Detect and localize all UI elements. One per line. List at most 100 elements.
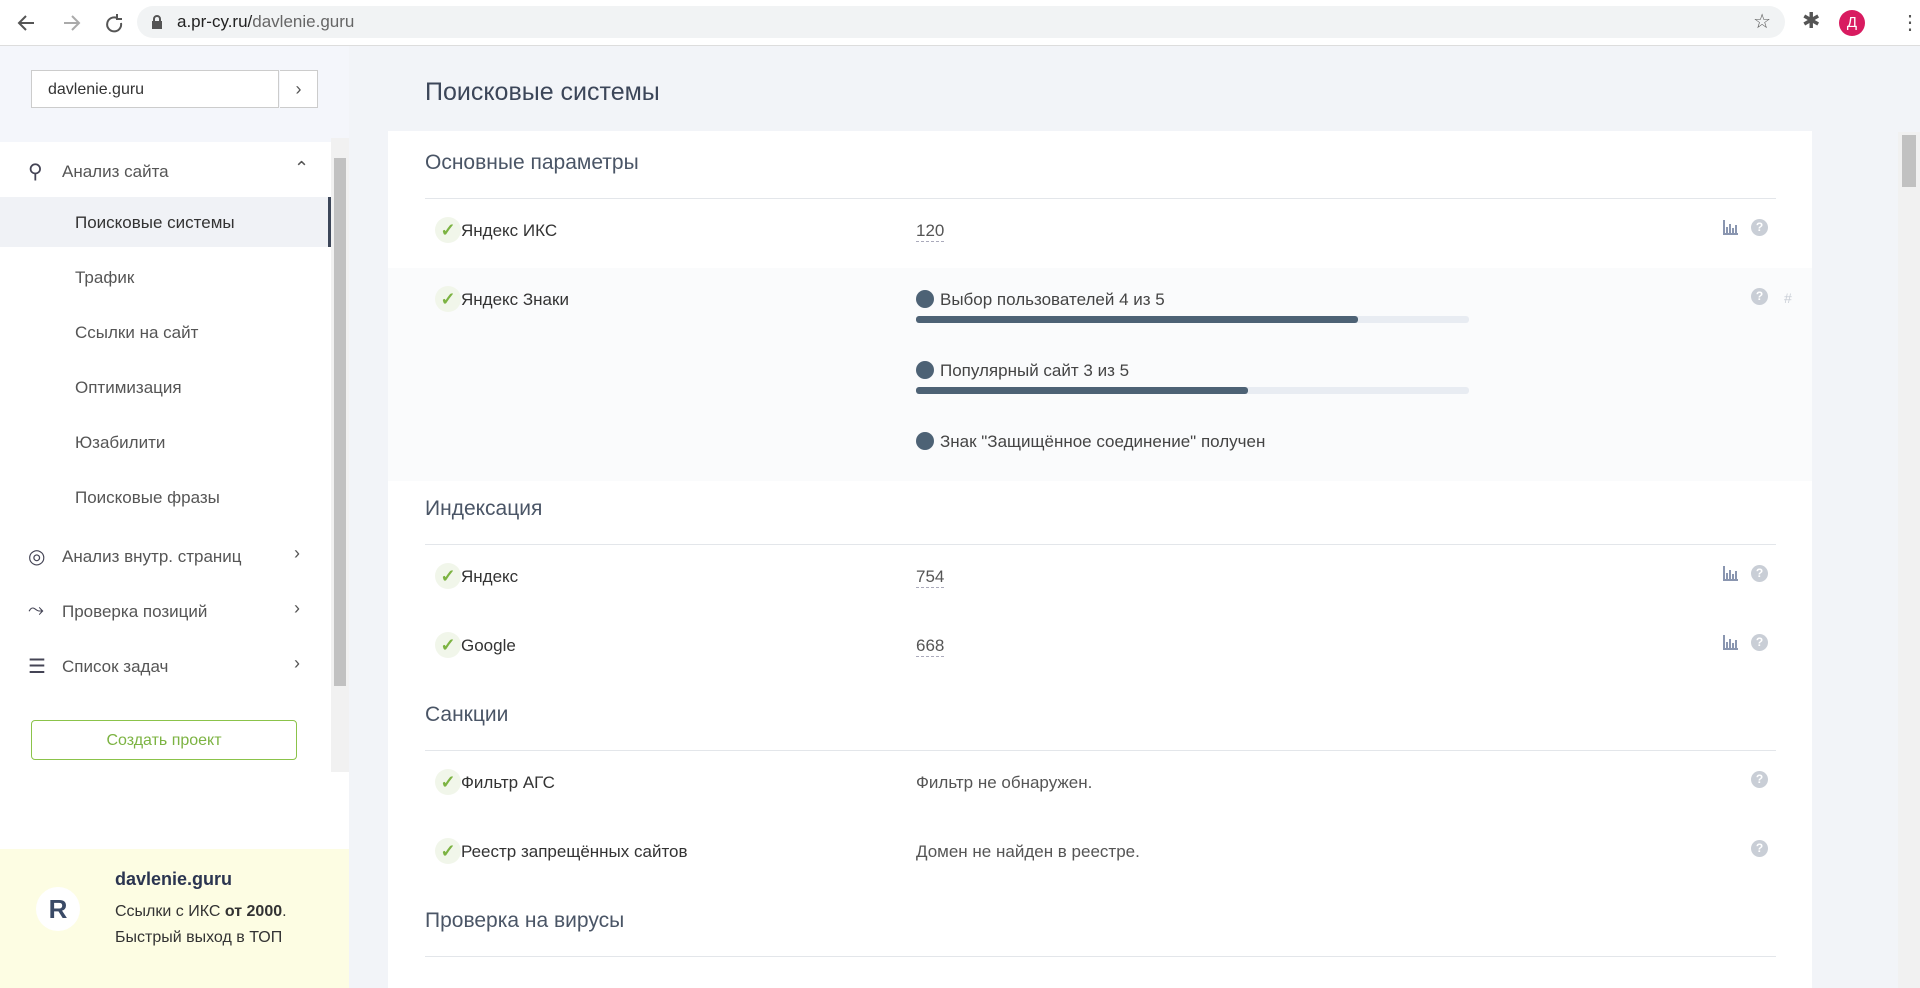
check-icon: ✓ (435, 286, 461, 312)
anchor-icon: # (1784, 290, 1792, 306)
section-title: Основные параметры (425, 151, 639, 174)
help-icon[interactable]: ? (1751, 771, 1768, 788)
row-label: Реестр запрещённых сайтов (461, 842, 688, 861)
check-icon: ✓ (435, 632, 461, 658)
menu-icon: ☰ (28, 656, 46, 678)
avatar[interactable]: Д (1839, 10, 1865, 36)
extensions-icon[interactable]: ✱ (1802, 8, 1821, 33)
row-value: Домен не найден в реестре. (916, 842, 1140, 861)
badge-label: Популярный сайт (940, 361, 1079, 380)
address-bar[interactable]: a.pr-cy.ru/davlenie.guru ☆ (137, 6, 1785, 38)
menu-item[interactable]: Анализ сайта (62, 162, 169, 181)
badge-value: 3 (1083, 361, 1093, 380)
star-icon[interactable]: ☆ (1753, 11, 1771, 33)
help-icon[interactable]: ? (1751, 219, 1768, 236)
section-title: Индексация (425, 497, 543, 520)
promo-line: Ссылки с ИКС от 2000. (115, 903, 287, 921)
row-label: Яндекс (461, 567, 519, 586)
row-value: 754 (916, 567, 945, 588)
sidebar: davlenie.guru › ⚲ Анализ сайта ⌃ Поисковые … (0, 46, 349, 988)
menu-icon[interactable]: ⋮ (1900, 12, 1920, 34)
progress-fill (916, 316, 1359, 323)
badge-text: Популярный сайт 3 из 5 (940, 361, 1129, 381)
browser-toolbar: a.pr-cy.ru/davlenie.guru ☆ ✱ Д ⋮ (0, 0, 1920, 46)
chevron: › (294, 598, 300, 618)
menu: ⚲ Анализ сайта ⌃ Поисковые системы Трафик Ссы… (0, 142, 331, 772)
create-project-button[interactable]: Создать проект (31, 720, 297, 760)
badge-of: из (1097, 361, 1115, 380)
badge-max: 5 (1155, 290, 1165, 309)
row-label: Google (461, 636, 516, 655)
submenu-item[interactable]: Оптимизация (75, 378, 182, 397)
help-icon[interactable]: ? (1751, 565, 1768, 582)
progress-fill (916, 387, 1248, 394)
row-value: Фильтр не обнаружен. (916, 773, 1093, 792)
badge-label: Выбор пользователей (940, 290, 1115, 309)
chart-icon[interactable] (1723, 219, 1739, 235)
chevron: › (294, 543, 300, 563)
active-bg (0, 197, 331, 247)
menu-item[interactable]: Список задач (62, 657, 169, 676)
submenu-item[interactable]: Поисковые системы (75, 213, 235, 232)
menu-item[interactable]: Проверка позиций (62, 602, 208, 621)
row-label: Фильтр АГС (461, 773, 555, 792)
divider (425, 750, 1776, 751)
page-scrollbar (1898, 132, 1920, 988)
promo-title: davlenie.guru (115, 869, 233, 889)
promo-line: Быстрый выход в ТОП (115, 929, 283, 946)
help-icon[interactable]: ? (1751, 288, 1768, 305)
row-value: 120 (916, 221, 945, 242)
page-title: Поисковые системы (425, 78, 660, 106)
check-icon: ✓ (435, 838, 461, 864)
badge-max: 5 (1119, 361, 1130, 380)
menu-icon: ⚲ (28, 161, 43, 183)
submenu-item[interactable]: Юзабилити (75, 433, 166, 452)
divider (425, 956, 1776, 957)
submenu-item[interactable]: Ссылки на сайт (75, 323, 199, 342)
menu-item[interactable]: Анализ внутр. страниц (62, 547, 242, 566)
submenu-item[interactable]: Трафик (75, 268, 135, 287)
menu-icon: ⤳ (28, 599, 44, 621)
promo[interactable]: R davlenie.guru Ссылки с ИКС от 2000. Бы… (0, 849, 349, 988)
row-label: Яндекс Знаки (461, 290, 569, 309)
badge-text: Знак "Защищённое соединение" получен (940, 432, 1266, 451)
lock-icon (152, 15, 162, 29)
row-highlight (388, 268, 1812, 481)
chevron: › (294, 653, 300, 673)
badge-text: Выбор пользователей 4 из 5 (940, 290, 1165, 310)
url-path: davlenie.guru (252, 12, 355, 31)
promo-logo: R (36, 887, 80, 931)
section-title: Проверка на вирусы (425, 909, 625, 932)
badge-icon (916, 432, 934, 450)
chart-glyph (1723, 220, 1738, 235)
chart-icon[interactable] (1723, 634, 1739, 650)
divider (425, 198, 1776, 199)
menu-icon: ◎ (28, 546, 46, 568)
url-host: a.pr-cy.ru/ (177, 12, 253, 31)
check-icon: ✓ (435, 217, 461, 243)
divider (425, 544, 1776, 545)
nav-buttons[interactable] (14, 10, 134, 36)
chart-icon[interactable] (1723, 565, 1739, 581)
promo-bold: от 2000 (224, 903, 283, 920)
page-scroll-thumb[interactable] (1902, 135, 1916, 187)
badge-of: из (1133, 290, 1151, 309)
search-button[interactable]: › (280, 70, 318, 108)
badge-value: 4 (1119, 290, 1129, 309)
promo-text: . (282, 903, 287, 920)
url: a.pr-cy.ru/davlenie.guru (177, 6, 354, 38)
search-input[interactable]: davlenie.guru (31, 70, 279, 108)
scroll-thumb[interactable] (334, 158, 346, 686)
badge-icon (916, 290, 934, 308)
badge-icon (916, 361, 934, 379)
row-label: Яндекс ИКС (461, 221, 558, 240)
row-value: 668 (916, 636, 945, 657)
help-icon[interactable]: ? (1751, 840, 1768, 857)
chart-glyph (1723, 635, 1738, 650)
submenu-item[interactable]: Поисковые фразы (75, 488, 220, 507)
chevron: ⌃ (294, 158, 310, 178)
scrollbar (331, 138, 349, 772)
section-title: Санкции (425, 703, 509, 726)
help-icon[interactable]: ? (1751, 634, 1768, 651)
